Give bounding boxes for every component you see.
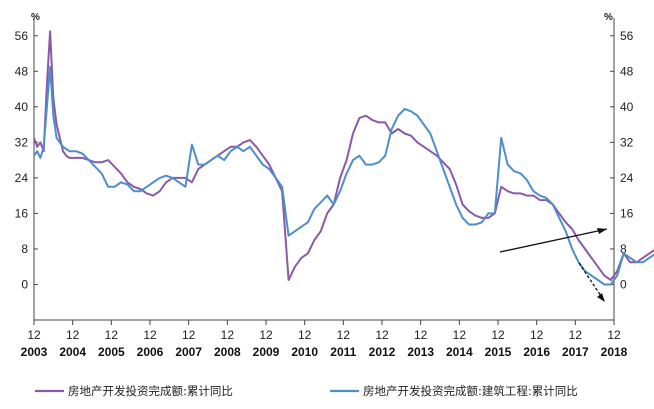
- x-month-label: 12: [607, 328, 621, 342]
- x-month-label: 12: [221, 328, 235, 342]
- arrow-up-head: [597, 228, 607, 234]
- x-month-label: 12: [143, 328, 157, 342]
- y-tick-label-left: 8: [21, 242, 28, 256]
- x-month-label: 12: [375, 328, 389, 342]
- x-year-label: 2008: [214, 345, 241, 359]
- y-axis-left: % 0 8 16 24 32 40 48 56: [15, 12, 40, 291]
- series-layer: [33, 30, 654, 286]
- x-year-label: 2006: [137, 345, 164, 359]
- legend: 房地产开发投资完成额:累计同比 房地产开发投资完成额:建筑工程:累计同比: [35, 384, 578, 398]
- y-tick-label-left: 40: [15, 100, 29, 114]
- x-month-label: 12: [66, 328, 80, 342]
- x-year-label: 2005: [98, 345, 125, 359]
- x-month-label: 12: [569, 328, 583, 342]
- arrow-up-line: [499, 228, 608, 253]
- y-tick-label-right: 8: [620, 242, 627, 256]
- y-tick-label-right: 56: [620, 29, 634, 43]
- x-month-label: 12: [453, 328, 467, 342]
- x-year-label: 2013: [407, 345, 434, 359]
- x-axis: 12 2003 12 2004 12 2005 12 2006 12 2007 12 2008 12 20…: [21, 320, 628, 359]
- x-year-label: 2015: [485, 345, 512, 359]
- arrow-down-head: [597, 293, 605, 302]
- x-year-label: 2018: [601, 345, 628, 359]
- y-tick-label-left: 56: [15, 29, 29, 43]
- y-tick-label-right: 0: [620, 277, 627, 291]
- y-tick-label-left: 0: [21, 277, 28, 291]
- x-month-label: 12: [259, 328, 273, 342]
- x-month-label: 12: [105, 328, 119, 342]
- x-year-label: 2017: [562, 345, 589, 359]
- y-tick-label-left: 32: [15, 135, 29, 149]
- x-year-label: 2003: [21, 345, 48, 359]
- x-year-label: 2012: [369, 345, 396, 359]
- x-year-label: 2010: [291, 345, 318, 359]
- series-line-1: [33, 30, 654, 281]
- x-month-label: 12: [414, 328, 428, 342]
- y-tick-label-left: 24: [15, 171, 29, 185]
- y-tick-label-left: 16: [15, 206, 29, 220]
- x-year-label: 2004: [59, 345, 86, 359]
- x-month-label: 12: [491, 328, 505, 342]
- series-line-2: [33, 65, 654, 286]
- y-unit-right: %: [604, 12, 613, 23]
- y-tick-label-left: 48: [15, 64, 29, 78]
- y-tick-label-right: 24: [620, 171, 634, 185]
- x-year-label: 2014: [446, 345, 473, 359]
- arrow-down-line: [578, 262, 604, 300]
- y-tick-label-right: 32: [620, 135, 634, 149]
- x-month-label: 12: [337, 328, 351, 342]
- y-unit-left: %: [31, 12, 40, 23]
- y-tick-label-right: 16: [620, 206, 634, 220]
- trend-arrows: [499, 228, 608, 302]
- x-year-label: 2007: [175, 345, 202, 359]
- legend-label-series-1: 房地产开发投资完成额:累计同比: [68, 384, 233, 398]
- plot-frame: [33, 18, 615, 321]
- x-year-label: 2016: [523, 345, 550, 359]
- x-year-label: 2011: [330, 345, 356, 359]
- y-tick-label-right: 40: [620, 100, 634, 114]
- x-month-label: 12: [530, 328, 544, 342]
- y-tick-label-right: 48: [620, 64, 634, 78]
- x-month-label: 12: [182, 328, 196, 342]
- legend-label-series-2: 房地产开发投资完成额:建筑工程:累计同比: [363, 384, 578, 398]
- x-year-label: 2009: [253, 345, 280, 359]
- y-axis-right: % 0 8 16 24 32 40 48 56: [604, 12, 634, 291]
- x-month-label: 12: [27, 328, 41, 342]
- x-month-label: 12: [298, 328, 312, 342]
